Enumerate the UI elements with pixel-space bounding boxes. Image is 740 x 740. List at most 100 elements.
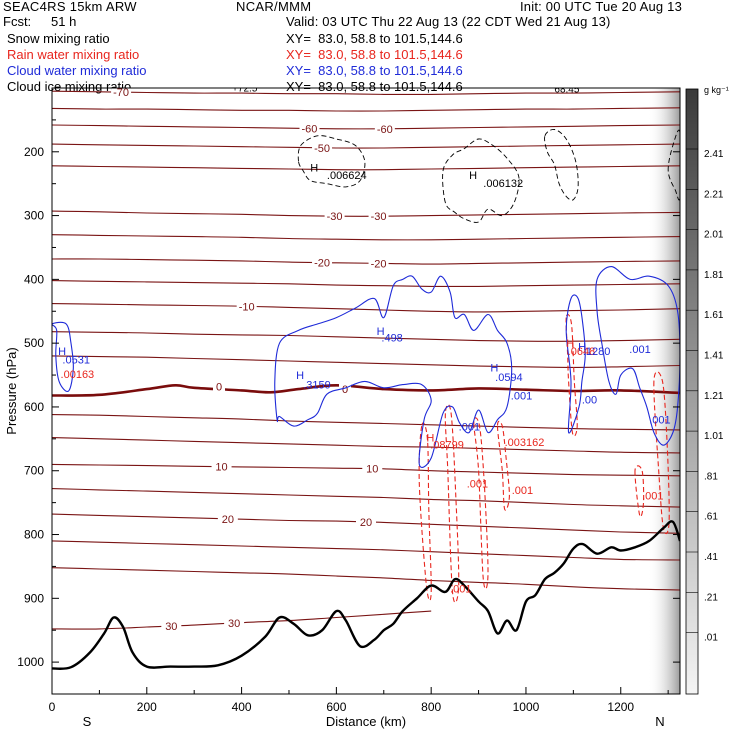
rain-contour (444, 404, 460, 604)
x-tick-label: 800 (421, 700, 441, 714)
cloud-water-contour (52, 321, 74, 392)
x-tick-label: 200 (137, 700, 157, 714)
y-axis-title: Pressure (hPa) (4, 347, 19, 434)
y-tick-label: 1000 (17, 655, 44, 669)
temperature-contour (52, 331, 680, 342)
colorbar-label: 1.41 (704, 351, 724, 362)
rain-label: .0648 (568, 346, 596, 358)
snow-contour (442, 138, 520, 223)
temperature-label: -30 (327, 211, 343, 223)
field-xy-snow: XY= 83.0, 58.8 to 101.5,144.6 (286, 31, 463, 46)
temperature-label: -30 (371, 211, 387, 223)
cloud-water-contour (595, 266, 680, 446)
cloud-water-label: .0594 (495, 372, 523, 384)
x-tick-label: 1200 (607, 700, 634, 714)
temperature-label: -60 (377, 124, 393, 136)
temperature-contour (52, 567, 680, 591)
cloud-water-label: .3159 (303, 380, 331, 392)
center-org: NCAR/MMM (236, 0, 312, 14)
rain-contour (418, 422, 432, 601)
temperature-contour (52, 437, 680, 454)
temperature-contour (52, 540, 680, 561)
rain-contour (653, 371, 670, 535)
colorbar-unit: g kg⁻¹ (704, 85, 729, 95)
snow-label: .006132 (483, 178, 523, 190)
colorbar (685, 88, 699, 695)
temperature-contour (52, 280, 680, 288)
temperature-label: 20 (222, 514, 234, 526)
field-name-cloud-water: Cloud water mixing ratio (7, 63, 147, 78)
rain-label: .08799 (430, 440, 464, 452)
cloud-water-label: .00 (582, 394, 597, 406)
x-tick-label: 1000 (513, 700, 540, 714)
colorbar-label: .01 (704, 633, 718, 644)
temperature-contour (52, 303, 680, 313)
temperature-contour (52, 124, 680, 130)
top-edge-label: 68.45 (554, 84, 579, 95)
cloud-water-contour (274, 275, 513, 468)
cloud-water-label: H (58, 346, 66, 358)
zero-label-bg (213, 379, 225, 393)
temperature-label-bg (236, 300, 257, 313)
temperature-label-bg (368, 257, 389, 270)
plot-frame (51, 87, 681, 695)
temperature-label-bg (324, 210, 345, 223)
temperature-contour (52, 414, 680, 431)
temperature-label-bg (356, 515, 376, 528)
cloud-water-label: .001 (629, 344, 650, 356)
temperature-label: -70 (113, 87, 129, 99)
cloud-water-label: .001 (649, 415, 670, 427)
fcst-label: Fcst: (3, 14, 32, 29)
temperature-label-bg (312, 141, 333, 154)
y-tick-label: 300 (24, 209, 44, 223)
cloud-water-label: .0531 (62, 355, 90, 367)
temperature-label-bg (224, 616, 245, 629)
y-tick-label: 700 (24, 464, 44, 478)
snow-label: .006624 (327, 170, 367, 182)
valid-time: Valid: 03 UTC Thu 22 Aug 13 (22 CDT Wed … (286, 14, 611, 29)
temperature-label: -60 (302, 123, 318, 135)
x-tick-label: 400 (232, 700, 252, 714)
temperature-label-bg (217, 512, 238, 525)
rain-label: H (566, 338, 574, 350)
colorbar-label: .21 (704, 592, 718, 603)
field-xy-cloud-water: XY= 83.0, 58.8 to 101.5,144.6 (286, 63, 463, 78)
temperature-label: 30 (228, 618, 240, 630)
rain-label: .003162 (505, 437, 545, 449)
cloud-water-label: .001 (459, 422, 480, 434)
colorbar-label: .61 (704, 512, 718, 523)
temperature-label-bg (312, 256, 333, 269)
y-tick-label: 800 (24, 528, 44, 542)
zero-isotherm (52, 383, 680, 397)
field-name-rain: Rain water mixing ratio (7, 47, 140, 62)
temperature-label-bg (111, 88, 132, 99)
temperature-label-bg (299, 122, 320, 135)
snow-label: H (310, 163, 318, 175)
temperature-label-bg (362, 462, 383, 475)
colorbar-label: 1.21 (704, 391, 724, 402)
temperature-contour (52, 90, 680, 96)
rain-label: .001 (467, 478, 488, 490)
top-edge-label: +72.5 (232, 84, 258, 95)
cloud-water-label: .1280 (583, 346, 611, 358)
y-tick-label: 200 (24, 145, 44, 159)
temperature-contour (52, 143, 680, 149)
rain-contour (565, 313, 578, 437)
endpoint-right: N (655, 714, 664, 729)
colorbar-label: 2.01 (704, 230, 724, 241)
snow-contour (667, 129, 680, 201)
terrain-line (52, 520, 680, 670)
temperature-label-bg (161, 620, 182, 633)
rain-contour (496, 420, 510, 511)
temperature-label: 10 (366, 464, 378, 476)
init-time: Init: 00 UTC Tue 20 Aug 13 (520, 0, 683, 14)
zero-isotherm-label: 0 (216, 382, 222, 394)
rain-label: .00163 (61, 369, 95, 381)
rain-label: H (426, 433, 434, 445)
temperature-label-bg (211, 460, 232, 473)
temperature-contour (52, 234, 680, 241)
temperature-label: -50 (314, 143, 330, 155)
cloud-water-label: H (377, 326, 385, 338)
